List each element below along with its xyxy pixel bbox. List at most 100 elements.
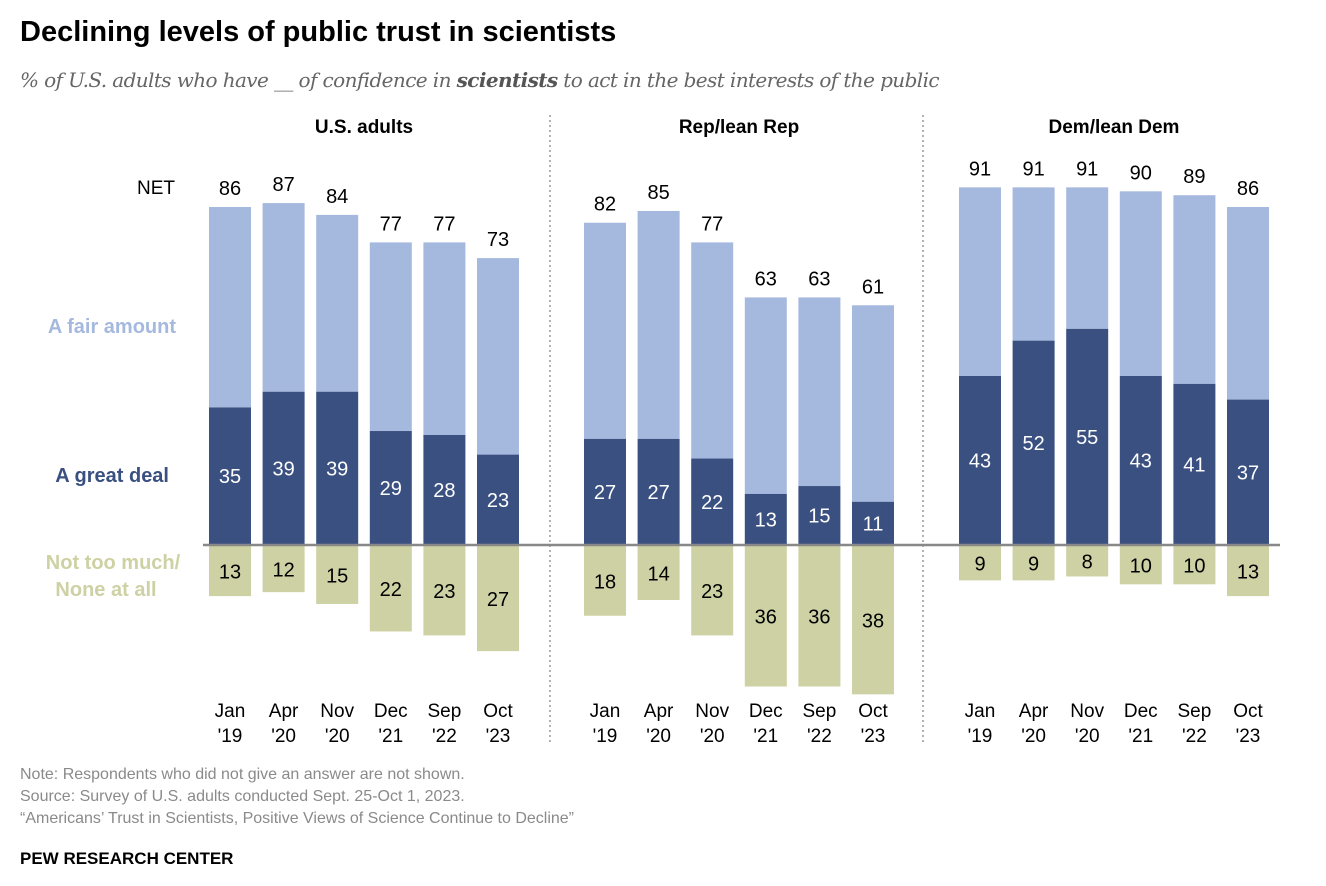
label-net: 89 xyxy=(1183,166,1205,188)
label-not-too-much: 23 xyxy=(433,581,455,603)
x-tick-year: '21 xyxy=(753,726,778,747)
bar-great-deal xyxy=(1066,328,1109,545)
x-tick-year: '21 xyxy=(1128,726,1153,747)
bar-fair-amount xyxy=(316,214,359,392)
bar-not-too-much xyxy=(584,545,626,616)
legend-none-at-all: None at all xyxy=(55,579,156,601)
label-not-too-much: 10 xyxy=(1130,556,1152,578)
legend-fair-amount: A fair amount xyxy=(48,316,176,338)
bar-fair-amount xyxy=(852,305,894,502)
legend-net: NET xyxy=(137,178,175,199)
x-tick-year: '20 xyxy=(1075,726,1100,747)
bar-great-deal xyxy=(744,493,787,545)
bar-great-deal xyxy=(637,438,680,545)
x-tick-month: Dec xyxy=(374,701,408,722)
label-great-deal: 43 xyxy=(1130,451,1152,473)
label-not-too-much: 13 xyxy=(219,562,241,584)
panel-title: Dem/lean Dem xyxy=(1049,117,1180,138)
subtitle-bold: scientists xyxy=(456,68,559,92)
bar-great-deal xyxy=(262,391,305,545)
bar-great-deal xyxy=(1227,399,1269,545)
bar-great-deal xyxy=(423,434,466,545)
bar-great-deal xyxy=(959,376,1001,545)
bar-great-deal xyxy=(798,486,841,545)
chart-title: Declining levels of public trust in scie… xyxy=(20,16,617,48)
label-great-deal: 15 xyxy=(808,506,830,528)
label-not-too-much: 13 xyxy=(1237,562,1259,584)
bar-not-too-much xyxy=(477,545,519,652)
bar-great-deal xyxy=(691,458,734,545)
x-tick-month: Jan xyxy=(965,701,996,722)
bar-not-too-much xyxy=(423,545,466,636)
x-tick-month: Dec xyxy=(1124,701,1158,722)
label-great-deal: 27 xyxy=(594,482,616,504)
x-tick-year: '22 xyxy=(807,726,832,747)
x-tick-month: Jan xyxy=(590,701,621,722)
x-tick-month: Oct xyxy=(1233,701,1263,722)
label-net: 63 xyxy=(808,268,830,290)
bar-great-deal xyxy=(1173,383,1216,545)
label-not-too-much: 23 xyxy=(701,581,723,603)
x-tick-year: '23 xyxy=(861,726,886,747)
bar-not-too-much xyxy=(852,545,894,695)
bar-not-too-much xyxy=(369,545,412,632)
label-not-too-much: 9 xyxy=(974,554,985,576)
bar-fair-amount xyxy=(1173,195,1216,384)
label-net: 91 xyxy=(1076,158,1098,180)
bar-great-deal xyxy=(209,407,251,545)
label-great-deal: 35 xyxy=(219,466,241,488)
x-tick-month: Nov xyxy=(695,701,729,722)
bar-not-too-much xyxy=(798,545,841,687)
x-tick-month: Sep xyxy=(802,701,836,722)
x-tick-month: Oct xyxy=(483,701,513,722)
legend-great-deal: A great deal xyxy=(55,465,169,487)
bar-fair-amount xyxy=(1066,187,1109,329)
x-tick-year: '19 xyxy=(968,726,993,747)
x-tick-month: Dec xyxy=(749,701,783,722)
label-great-deal: 39 xyxy=(326,458,348,480)
bar-fair-amount xyxy=(584,222,626,439)
note: Note: Respondents who did not give an an… xyxy=(20,766,465,783)
bar-great-deal xyxy=(369,431,412,545)
bar-not-too-much xyxy=(1119,545,1162,585)
legend-not-too-much: Not too much/ xyxy=(46,552,181,574)
chart: NET A fair amount A great deal Not too much… xyxy=(46,115,1280,747)
x-tick-year: '21 xyxy=(378,726,403,747)
label-great-deal: 41 xyxy=(1183,454,1205,476)
x-tick-month: Apr xyxy=(1019,701,1049,722)
bar-great-deal xyxy=(477,454,519,545)
x-tick-month: Nov xyxy=(320,701,354,722)
bar-not-too-much xyxy=(744,545,787,687)
bar-not-too-much xyxy=(691,545,734,636)
label-not-too-much: 15 xyxy=(326,565,348,587)
label-not-too-much: 14 xyxy=(647,564,669,586)
x-tick-year: '22 xyxy=(432,726,457,747)
label-net: 84 xyxy=(326,186,348,208)
bar-not-too-much xyxy=(209,545,251,597)
label-great-deal: 43 xyxy=(969,451,991,473)
label-net: 91 xyxy=(1022,158,1044,180)
bar-fair-amount xyxy=(477,258,519,455)
bar-fair-amount xyxy=(959,187,1001,377)
x-tick-year: '23 xyxy=(486,726,511,747)
bar-not-too-much xyxy=(959,545,1001,581)
bar-not-too-much xyxy=(1173,545,1216,585)
label-not-too-much: 36 xyxy=(808,607,830,629)
x-tick-month: Jan xyxy=(215,701,246,722)
x-tick-month: Sep xyxy=(427,701,461,722)
bar-not-too-much xyxy=(316,545,359,604)
bar-great-deal xyxy=(1119,376,1162,545)
brand-logo: PEW RESEARCH CENTER xyxy=(20,849,234,868)
label-net: 82 xyxy=(594,194,616,216)
bar-not-too-much xyxy=(262,545,305,593)
bar-fair-amount xyxy=(209,207,251,408)
bar-fair-amount xyxy=(744,297,787,494)
x-tick-year: '20 xyxy=(1021,726,1046,747)
label-great-deal: 52 xyxy=(1022,433,1044,455)
x-tick-year: '23 xyxy=(1236,726,1261,747)
label-net: 77 xyxy=(701,213,723,235)
x-tick-month: Sep xyxy=(1177,701,1211,722)
label-not-too-much: 36 xyxy=(755,607,777,629)
bar-not-too-much xyxy=(1012,545,1055,581)
x-tick-year: '20 xyxy=(325,726,350,747)
